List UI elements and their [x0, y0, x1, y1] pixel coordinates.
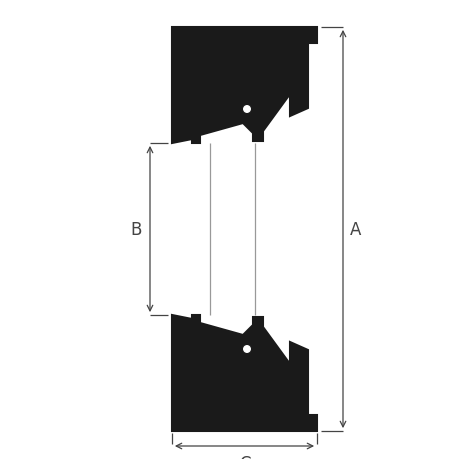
Circle shape [235, 338, 257, 360]
Polygon shape [172, 315, 316, 431]
Polygon shape [172, 28, 316, 144]
Polygon shape [177, 31, 304, 134]
Circle shape [242, 105, 251, 114]
Text: B: B [130, 220, 142, 239]
Polygon shape [177, 325, 304, 428]
Text: A: A [349, 220, 361, 239]
Circle shape [235, 99, 257, 121]
Circle shape [242, 345, 251, 354]
Text: C: C [238, 454, 250, 459]
